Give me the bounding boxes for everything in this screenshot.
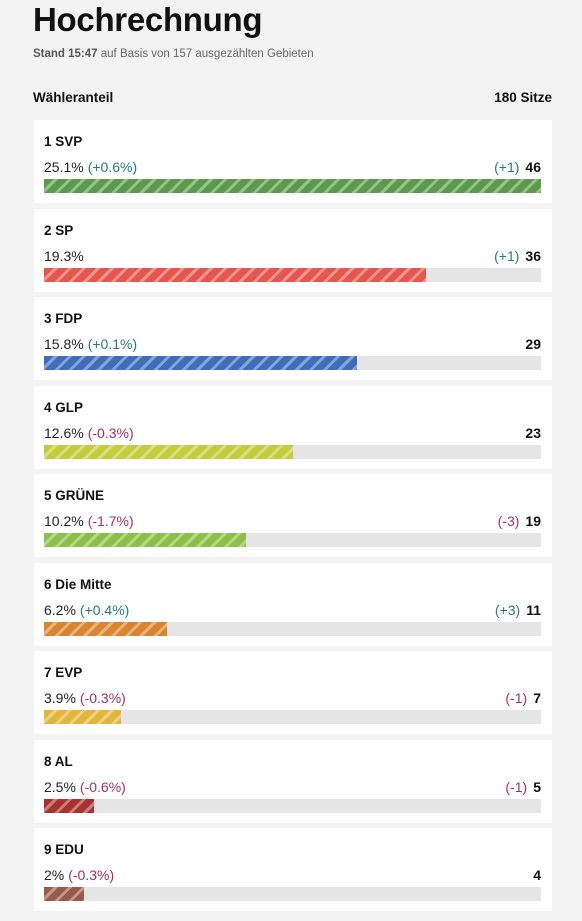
seat-info: (-3) 19 (498, 513, 541, 529)
vote-share: 3.9% (-0.3%) (44, 690, 126, 706)
party-name: 8 AL (44, 754, 73, 769)
seat-count: 23 (525, 425, 541, 441)
vote-share-value: 12.6% (44, 425, 84, 441)
party-card[interactable]: 2 SP 19.3% (+1) 36 (34, 209, 552, 292)
party-card[interactable]: 7 EVP 3.9% (-0.3%) (-1) 7 (34, 651, 552, 734)
party-name: 4 GLP (44, 400, 84, 415)
seat-change: (-1) (505, 779, 528, 795)
seat-change: (-1) (505, 690, 528, 706)
seat-info: 23 (519, 425, 541, 441)
status-line: Stand 15:47 auf Basis von 157 ausgezählt… (33, 47, 314, 61)
share-bar-fill (44, 179, 541, 193)
share-bar-fill (44, 356, 357, 370)
share-bar-track (44, 356, 541, 370)
share-bar-fill (44, 710, 121, 724)
seat-count: 29 (525, 336, 541, 352)
share-bar-track (44, 799, 541, 813)
vote-share: 15.8% (+0.1%) (44, 336, 137, 352)
vote-share-value: 6.2% (44, 602, 76, 618)
vote-share-change: (-0.6%) (79, 779, 126, 795)
seat-change: (+3) (494, 602, 521, 618)
seat-count: 7 (533, 690, 541, 706)
seat-change: (+1) (494, 159, 520, 175)
share-bar-fill (44, 887, 84, 901)
vote-share: 19.3% (44, 248, 84, 264)
vote-share-value: 3.9% (44, 690, 76, 706)
vote-share: 10.2% (-1.7%) (44, 513, 134, 529)
vote-share: 6.2% (+0.4%) (44, 602, 129, 618)
vote-share-change: (+0.1%) (87, 336, 138, 352)
seat-info: (-1) 7 (505, 690, 541, 706)
vote-share: 2% (-0.3%) (44, 867, 114, 883)
share-bar-track (44, 710, 541, 724)
seat-count: 36 (525, 248, 541, 264)
party-card[interactable]: 5 GRÜNE 10.2% (-1.7%) (-3) 19 (34, 474, 552, 557)
vote-share-change: (+0.6%) (87, 159, 138, 175)
share-bar-track (44, 887, 541, 901)
party-card[interactable]: 9 EDU 2% (-0.3%) 4 (34, 828, 552, 911)
share-bar-fill (44, 799, 94, 813)
vote-share-change: (-0.3%) (68, 867, 115, 883)
party-name: 2 SP (44, 223, 74, 238)
seat-change: (-3) (497, 513, 520, 529)
party-card[interactable]: 8 AL 2.5% (-0.6%) (-1) 5 (34, 740, 552, 823)
seat-info: (-1) 5 (505, 779, 541, 795)
party-name: 7 EVP (44, 665, 83, 680)
party-name: 5 GRÜNE (44, 488, 105, 503)
share-bar-fill (44, 445, 293, 459)
party-name: 6 Die Mitte (44, 577, 112, 592)
party-card[interactable]: 4 GLP 12.6% (-0.3%) 23 (34, 386, 552, 469)
seat-info: (+1) 36 (494, 248, 541, 264)
vote-share-change: (-0.3%) (87, 425, 134, 441)
vote-share-change: (+0.4%) (79, 602, 130, 618)
basis-text: auf Basis von 157 ausgezählten Gebieten (100, 48, 314, 60)
seat-count: 19 (525, 513, 541, 529)
party-card[interactable]: 3 FDP 15.8% (+0.1%) 29 (34, 297, 552, 380)
party-card[interactable]: 6 Die Mitte 6.2% (+0.4%) (+3) 11 (34, 563, 552, 646)
seat-info: 4 (527, 867, 541, 883)
seat-info: (+1) 46 (494, 159, 541, 175)
vote-share-value: 2.5% (44, 779, 76, 795)
stand-time: Stand 15:47 (33, 48, 98, 60)
vote-share: 2.5% (-0.6%) (44, 779, 126, 795)
share-bar-track (44, 622, 541, 636)
seat-info: (+3) 11 (495, 602, 541, 618)
vote-share-value: 25.1% (44, 159, 84, 175)
party-card[interactable]: 1 SVP 25.1% (+0.6%) (+1) 46 (34, 120, 552, 203)
page-title: Hochrechnung (33, 1, 263, 38)
seat-change: (+1) (494, 248, 520, 264)
vote-share: 25.1% (+0.6%) (44, 159, 137, 175)
share-bar-track (44, 268, 541, 282)
seat-count: 4 (533, 867, 541, 883)
vote-share-value: 15.8% (44, 336, 84, 352)
seat-count: 11 (526, 602, 541, 618)
vote-share-value: 19.3% (44, 248, 84, 264)
share-bar-fill (44, 533, 246, 547)
vote-share-change: (-1.7%) (87, 513, 134, 529)
vote-share-change: (-0.3%) (79, 690, 126, 706)
vote-share-value: 10.2% (44, 513, 84, 529)
share-bar-track (44, 533, 541, 547)
share-bar-track (44, 179, 541, 193)
share-header: Wähleranteil (33, 90, 114, 105)
vote-share-value: 2% (44, 867, 65, 883)
seat-count: 5 (533, 779, 541, 795)
seat-info: 29 (519, 336, 541, 352)
share-bar-fill (44, 622, 167, 636)
share-bar-fill (44, 268, 426, 282)
party-name: 1 SVP (44, 134, 83, 149)
seat-count: 46 (525, 159, 541, 175)
seats-total-header: 180 Sitze (494, 90, 552, 105)
party-name: 9 EDU (44, 842, 84, 857)
share-bar-track (44, 445, 541, 459)
party-name: 3 FDP (44, 311, 83, 326)
vote-share: 12.6% (-0.3%) (44, 425, 134, 441)
